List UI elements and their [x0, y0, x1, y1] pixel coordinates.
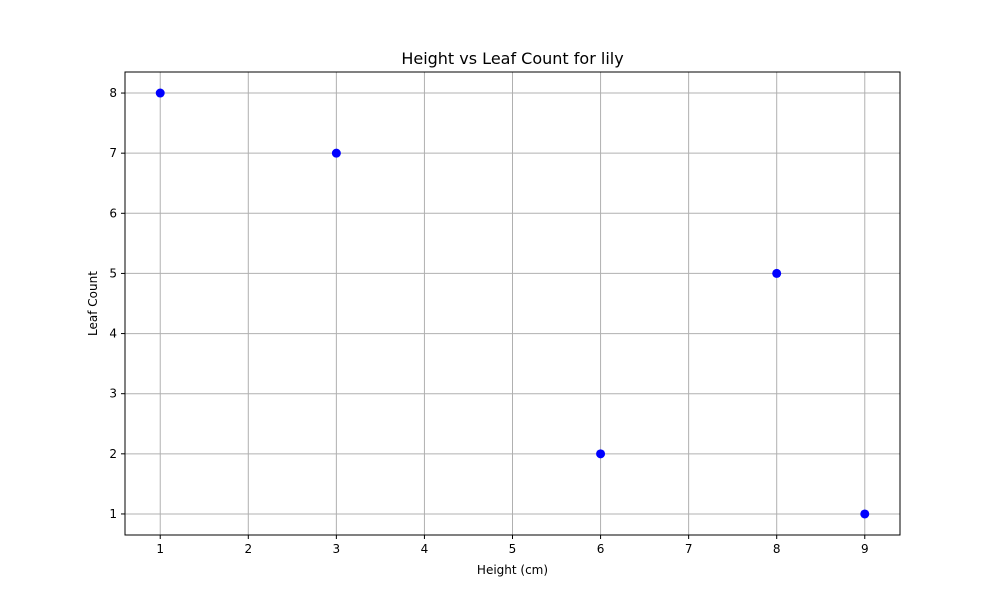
- x-axis-label: Height (cm): [477, 563, 548, 577]
- y-tick-label: 2: [109, 447, 117, 461]
- x-tick-label: 8: [773, 542, 781, 556]
- scatter-point: [772, 268, 782, 278]
- x-tick-label: 9: [861, 542, 869, 556]
- y-tick-label: 3: [109, 387, 117, 401]
- y-axis-label: Leaf Count: [86, 271, 100, 336]
- y-tick-label: 1: [109, 507, 117, 521]
- grid: [125, 72, 900, 535]
- axis-ticks: 1 2 3 4 5 6 7 8 9 1 2 3 4 5 6 7 8: [109, 86, 868, 556]
- x-tick-label: 6: [597, 542, 605, 556]
- data-points: [155, 88, 870, 519]
- y-tick-label: 6: [109, 206, 117, 220]
- x-tick-label: 2: [244, 542, 252, 556]
- scatter-point: [860, 509, 870, 519]
- scatter-point: [331, 148, 341, 158]
- x-tick-label: 7: [685, 542, 693, 556]
- chart-title: Height vs Leaf Count for lily: [401, 49, 623, 68]
- x-tick-label: 3: [333, 542, 341, 556]
- y-tick-label: 8: [109, 86, 117, 100]
- y-tick-label: 4: [109, 327, 117, 341]
- x-tick-label: 4: [421, 542, 429, 556]
- scatter-point: [155, 88, 165, 98]
- x-tick-label: 5: [509, 542, 517, 556]
- scatter-point: [596, 449, 606, 459]
- y-tick-label: 5: [109, 266, 117, 280]
- x-tick-label: 1: [156, 542, 164, 556]
- y-tick-label: 7: [109, 146, 117, 160]
